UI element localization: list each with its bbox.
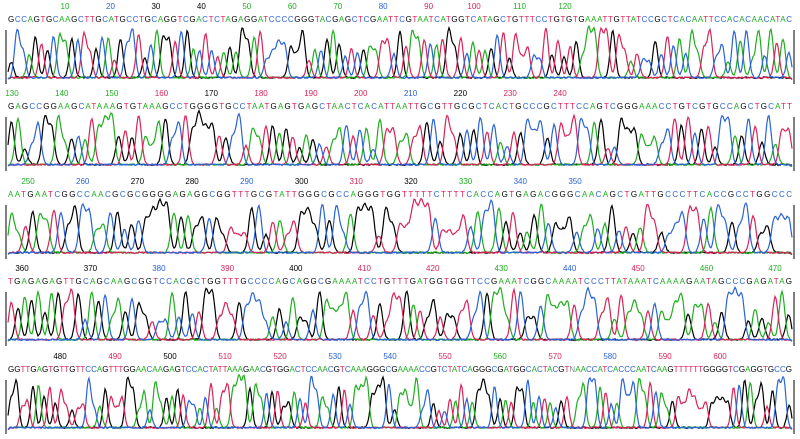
position-label: 150 xyxy=(105,89,119,98)
position-label: 30 xyxy=(151,2,160,11)
trace xyxy=(7,203,793,255)
position-label: 190 xyxy=(304,89,318,98)
position-label: 370 xyxy=(84,264,98,273)
position-label: 80 xyxy=(379,2,388,11)
position-label: 320 xyxy=(404,177,418,186)
position-label: 200 xyxy=(354,89,368,98)
base-sequence: GGTTGAGTGTTGTTCCAGTTTGGAACAAGAGTCCACTATT… xyxy=(8,365,792,374)
trace xyxy=(7,28,793,80)
position-label: 600 xyxy=(713,352,727,361)
position-label: 100 xyxy=(467,2,481,11)
position-label: 410 xyxy=(358,264,372,273)
position-label: 110 xyxy=(513,2,526,11)
position-label: 390 xyxy=(221,264,235,273)
position-label: 440 xyxy=(563,264,577,273)
position-label: 520 xyxy=(273,352,287,361)
position-label: 250 xyxy=(21,177,35,186)
position-label: 380 xyxy=(152,264,166,273)
trace xyxy=(7,113,793,167)
trace xyxy=(7,112,793,167)
position-label: 360 xyxy=(15,264,29,273)
position-label: 220 xyxy=(454,89,468,98)
base-sequence: TGAGAGAGTTGCAGCAAGCGGTCCACGCTGGTTTGCCCCA… xyxy=(8,277,792,286)
position-label: 290 xyxy=(240,177,254,186)
position-label: 300 xyxy=(295,177,309,186)
position-label: 430 xyxy=(495,264,509,273)
position-label: 400 xyxy=(289,264,303,273)
position-label: 570 xyxy=(548,352,562,361)
position-label: 340 xyxy=(514,177,528,186)
position-label: 60 xyxy=(288,2,297,11)
trace xyxy=(7,286,793,342)
trace xyxy=(7,287,793,342)
position-label: 170 xyxy=(205,89,219,98)
position-label: 420 xyxy=(426,264,440,273)
position-label: 550 xyxy=(438,352,452,361)
position-label: 560 xyxy=(493,352,507,361)
position-label: 90 xyxy=(424,2,433,11)
position-label: 180 xyxy=(254,89,268,98)
position-label: 460 xyxy=(700,264,714,273)
position-label: 500 xyxy=(163,352,177,361)
position-label: 50 xyxy=(242,2,251,11)
base-sequence: AATGAATCGGCCAACGCGCGGGGAGAGGCGGTTTGCGTAT… xyxy=(8,190,792,199)
position-label: 450 xyxy=(631,264,645,273)
position-label: 10 xyxy=(61,2,70,11)
position-label: 240 xyxy=(553,89,567,98)
position-label: 70 xyxy=(333,2,342,11)
trace xyxy=(7,24,793,80)
position-label: 280 xyxy=(185,177,199,186)
trace xyxy=(7,197,793,256)
position-label: 20 xyxy=(106,2,115,11)
trace xyxy=(7,287,793,342)
position-label: 160 xyxy=(155,89,169,98)
position-label: 510 xyxy=(218,352,232,361)
base-sequence: GAGCCGGAAGCATAAAGTGTAAAGCCTGGGGTGCCTAATG… xyxy=(8,102,792,111)
position-label: 330 xyxy=(459,177,473,186)
trace xyxy=(7,112,793,168)
position-label: 120 xyxy=(558,2,572,11)
position-label: 130 xyxy=(5,89,19,98)
position-label: 210 xyxy=(404,89,418,98)
position-label: 540 xyxy=(383,352,397,361)
position-label: 580 xyxy=(603,352,617,361)
position-label: 350 xyxy=(568,177,582,186)
position-label: 260 xyxy=(76,177,90,186)
base-sequence: GCCAGTGCAAGCTTGCATGCCTGCAGGTCGACTCTAGAGG… xyxy=(8,15,792,24)
position-label: 590 xyxy=(658,352,672,361)
position-label: 470 xyxy=(768,264,782,273)
trace xyxy=(7,375,793,431)
trace xyxy=(7,373,793,431)
trace xyxy=(7,286,793,342)
position-label: 140 xyxy=(55,89,69,98)
position-label: 40 xyxy=(197,2,206,11)
trace xyxy=(7,198,793,255)
position-label: 270 xyxy=(131,177,145,186)
position-label: 230 xyxy=(504,89,518,98)
position-label: 480 xyxy=(53,352,67,361)
position-label: 310 xyxy=(350,177,364,186)
position-label: 530 xyxy=(328,352,342,361)
position-label: 490 xyxy=(108,352,122,361)
